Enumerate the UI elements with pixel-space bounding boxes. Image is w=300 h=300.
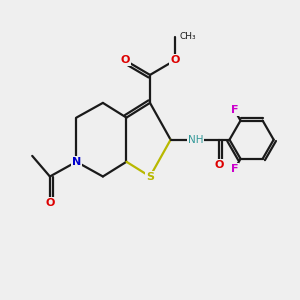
Text: CH₃: CH₃ (179, 32, 196, 41)
Text: NH: NH (188, 135, 203, 145)
Text: F: F (231, 164, 238, 174)
Text: S: S (146, 172, 154, 182)
Text: N: N (72, 157, 81, 167)
Text: O: O (120, 55, 130, 65)
Text: O: O (45, 198, 55, 208)
Text: F: F (231, 105, 238, 116)
Text: O: O (170, 55, 180, 65)
Text: O: O (214, 160, 224, 170)
